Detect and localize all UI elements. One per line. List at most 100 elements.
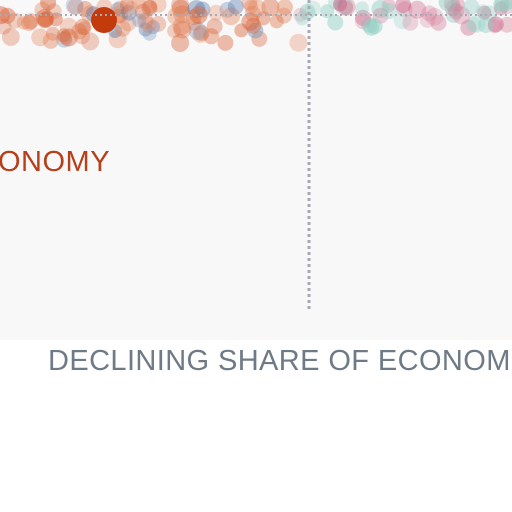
data-point (227, 0, 244, 15)
data-point (188, 22, 207, 40)
data-point (450, 0, 465, 12)
data-point (31, 28, 50, 47)
data-point (208, 4, 225, 21)
data-point (463, 0, 480, 15)
data-point (447, 1, 462, 16)
data-point (276, 0, 293, 16)
data-point (247, 0, 266, 18)
data-point (245, 17, 262, 34)
data-point (34, 1, 51, 18)
data-point (354, 13, 371, 30)
data-point (194, 1, 211, 18)
data-point (150, 15, 167, 32)
highlighted-data-point (91, 7, 117, 33)
data-point (335, 0, 353, 16)
data-point (141, 0, 158, 16)
data-point (45, 26, 60, 41)
data-point (219, 1, 236, 18)
data-point (23, 13, 39, 30)
data-point (185, 9, 202, 26)
data-point (173, 5, 192, 24)
data-point (478, 17, 494, 33)
data-point (192, 26, 209, 43)
data-point (234, 23, 249, 38)
data-point (402, 14, 419, 31)
data-point (493, 0, 510, 13)
data-point (150, 0, 167, 13)
data-point (327, 14, 344, 31)
data-point (499, 16, 512, 33)
data-point (56, 31, 73, 48)
data-point (0, 18, 12, 35)
data-point (187, 16, 202, 31)
data-point (77, 1, 94, 17)
data-point (120, 15, 137, 32)
data-point (56, 28, 71, 43)
data-point (143, 0, 157, 14)
data-point (16, 15, 31, 30)
data-point (81, 32, 100, 51)
data-point (443, 0, 460, 12)
data-point (146, 20, 160, 34)
data-point (193, 25, 210, 41)
series-label: ONOMY (0, 146, 111, 178)
data-point (71, 23, 88, 40)
data-point (132, 13, 147, 28)
data-point (131, 0, 146, 10)
data-point (487, 19, 502, 34)
data-point (363, 19, 380, 36)
data-point (430, 14, 447, 31)
data-point (21, 14, 38, 31)
data-point (444, 0, 461, 17)
data-point (425, 7, 444, 26)
data-point (40, 0, 57, 11)
data-point (108, 30, 127, 49)
data-point (355, 9, 371, 26)
data-point (481, 5, 498, 22)
data-point (67, 0, 84, 15)
data-point (203, 28, 220, 45)
data-point (465, 16, 482, 33)
data-point (217, 34, 234, 51)
data-point (355, 1, 370, 16)
data-point (487, 16, 504, 33)
data-point (206, 18, 223, 35)
data-point (244, 0, 259, 14)
data-point (59, 28, 78, 47)
data-point (172, 17, 191, 36)
data-point (445, 6, 462, 23)
data-point (171, 0, 190, 18)
data-point (171, 34, 190, 52)
data-point (120, 4, 137, 21)
data-point (167, 7, 186, 26)
data-point (381, 0, 396, 13)
data-point (381, 3, 398, 19)
data-point (59, 17, 78, 36)
data-point (6, 12, 23, 29)
data-point (395, 0, 412, 13)
data-point (138, 22, 153, 37)
data-point (328, 0, 343, 10)
data-point (124, 1, 139, 15)
data-point (58, 30, 73, 45)
data-point (241, 12, 260, 31)
data-point (494, 1, 508, 16)
data-point (37, 12, 54, 29)
data-point (269, 14, 284, 29)
data-point (187, 0, 206, 19)
data-point (35, 8, 54, 27)
data-point (251, 30, 268, 47)
data-point (494, 0, 512, 13)
data-point (167, 23, 182, 38)
beeswarm-dots (0, 0, 512, 52)
data-point (339, 1, 354, 16)
data-point (140, 16, 157, 33)
plot-panel: ONOMY (0, 0, 512, 312)
data-point (396, 1, 413, 18)
data-point (142, 26, 157, 41)
data-point (0, 7, 16, 24)
data-point (460, 19, 477, 36)
data-point (337, 0, 356, 16)
data-point (371, 0, 390, 18)
data-point (304, 0, 321, 17)
